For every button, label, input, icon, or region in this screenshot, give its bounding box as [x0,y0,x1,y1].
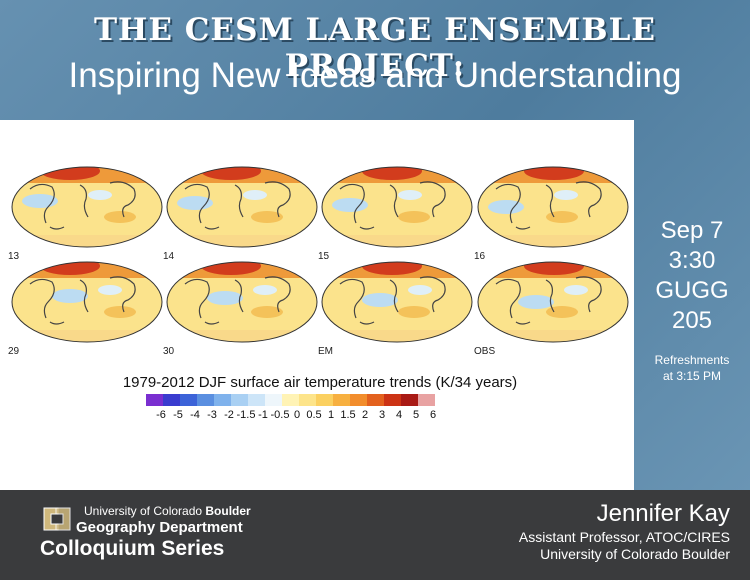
colorbar-tick-label: -3 [207,409,217,421]
series-name: Colloquium Series [40,537,225,560]
colorbar-tick-label: 5 [412,409,420,421]
event-time: 3:30 [668,247,716,274]
colorbar-swatch [214,394,231,406]
figure-caption: 1979-2012 DJF surface air temperature tr… [122,374,518,391]
event-date: Sep 7 [660,217,724,244]
colorbar-swatch [333,394,350,406]
event-room: 205 [671,307,713,334]
colorbar-swatch [418,394,435,406]
poster-title: THE CESM LARGE ENSEMBLE PROJECT: [93,12,656,84]
trend-map-16 [477,166,629,248]
colorbar-tick-label: 0 [293,409,301,421]
colorbar-swatch [197,394,214,406]
trend-map-15 [321,166,473,248]
colorbar-tick-label: -0.5 [270,409,290,421]
colorbar-tick-label: 4 [395,409,403,421]
trend-map-13 [11,166,163,248]
colorbar-swatch [350,394,367,406]
poster-subtitle: Inspiring New Ideas and Understanding [68,56,682,95]
map-label-13: 13 [8,251,20,262]
colorbar-swatch [265,394,282,406]
trend-map-obs [477,261,629,343]
colorbar-swatch [384,394,401,406]
colorbar-tick-label: -1 [258,409,268,421]
trend-map-em [321,261,473,343]
footer: University of Colorado Boulder Geography… [0,490,750,580]
colorbar-tick-label: 1.5 [340,409,356,421]
speaker-role: Assistant Professor, ATOC/CIRES [518,529,730,545]
colorbar-tick-label: 0.5 [306,409,322,421]
colorbar-swatch [248,394,265,406]
colorbar-swatch [146,394,163,406]
trend-map-30 [166,261,318,343]
map-label-15: 15 [318,251,330,262]
colorbar-swatch [163,394,180,406]
colorbar-tick-label: -6 [156,409,166,421]
colorbar-swatch [282,394,299,406]
refreshments-line-2: at 3:15 PM [662,369,722,383]
speaker-name: Jennifer Kay [596,500,730,527]
map-label-14: 14 [163,251,175,262]
trend-map-29 [11,261,163,343]
colorbar-tick-label: 1 [327,409,335,421]
map-label-30: 30 [163,346,175,357]
event-building: GUGG [655,277,729,304]
colorbar-swatch [231,394,248,406]
colorbar-tick-label: -2 [224,409,234,421]
figure-panel: 13 14 15 16 29 30 EM OBS 1979-2012 DJF surface … [0,120,634,490]
colorbar-tick-label: 3 [378,409,386,421]
refreshments-line-1: Refreshments [654,353,730,367]
colorbar-tick-label: -4 [190,409,200,421]
department-name: Geography Department [76,519,243,536]
colorbar-tick-label: 2 [361,409,369,421]
colorbar-swatch [367,394,384,406]
colorbar-swatch [180,394,197,406]
university-name: University of Colorado Boulder [84,504,251,518]
map-label-em: EM [318,346,333,357]
colorbar-swatch [401,394,418,406]
colorbar-tick-label: -1.5 [236,409,256,421]
colorbar-tick-label: 6 [429,409,437,421]
trend-map-14 [166,166,318,248]
colorbar-swatch [299,394,316,406]
map-label-29: 29 [8,346,20,357]
map-label-obs: OBS [474,346,496,357]
colorbar-tick-label: -5 [173,409,183,421]
colorbar-swatch [316,394,333,406]
map-label-16: 16 [474,251,486,262]
cu-logo-icon [43,507,71,531]
speaker-affiliation: University of Colorado Boulder [540,546,730,562]
event-details: Sep 7 3:30 GUGG 205 Refreshments at 3:15… [634,216,750,384]
colorbar [146,394,435,406]
